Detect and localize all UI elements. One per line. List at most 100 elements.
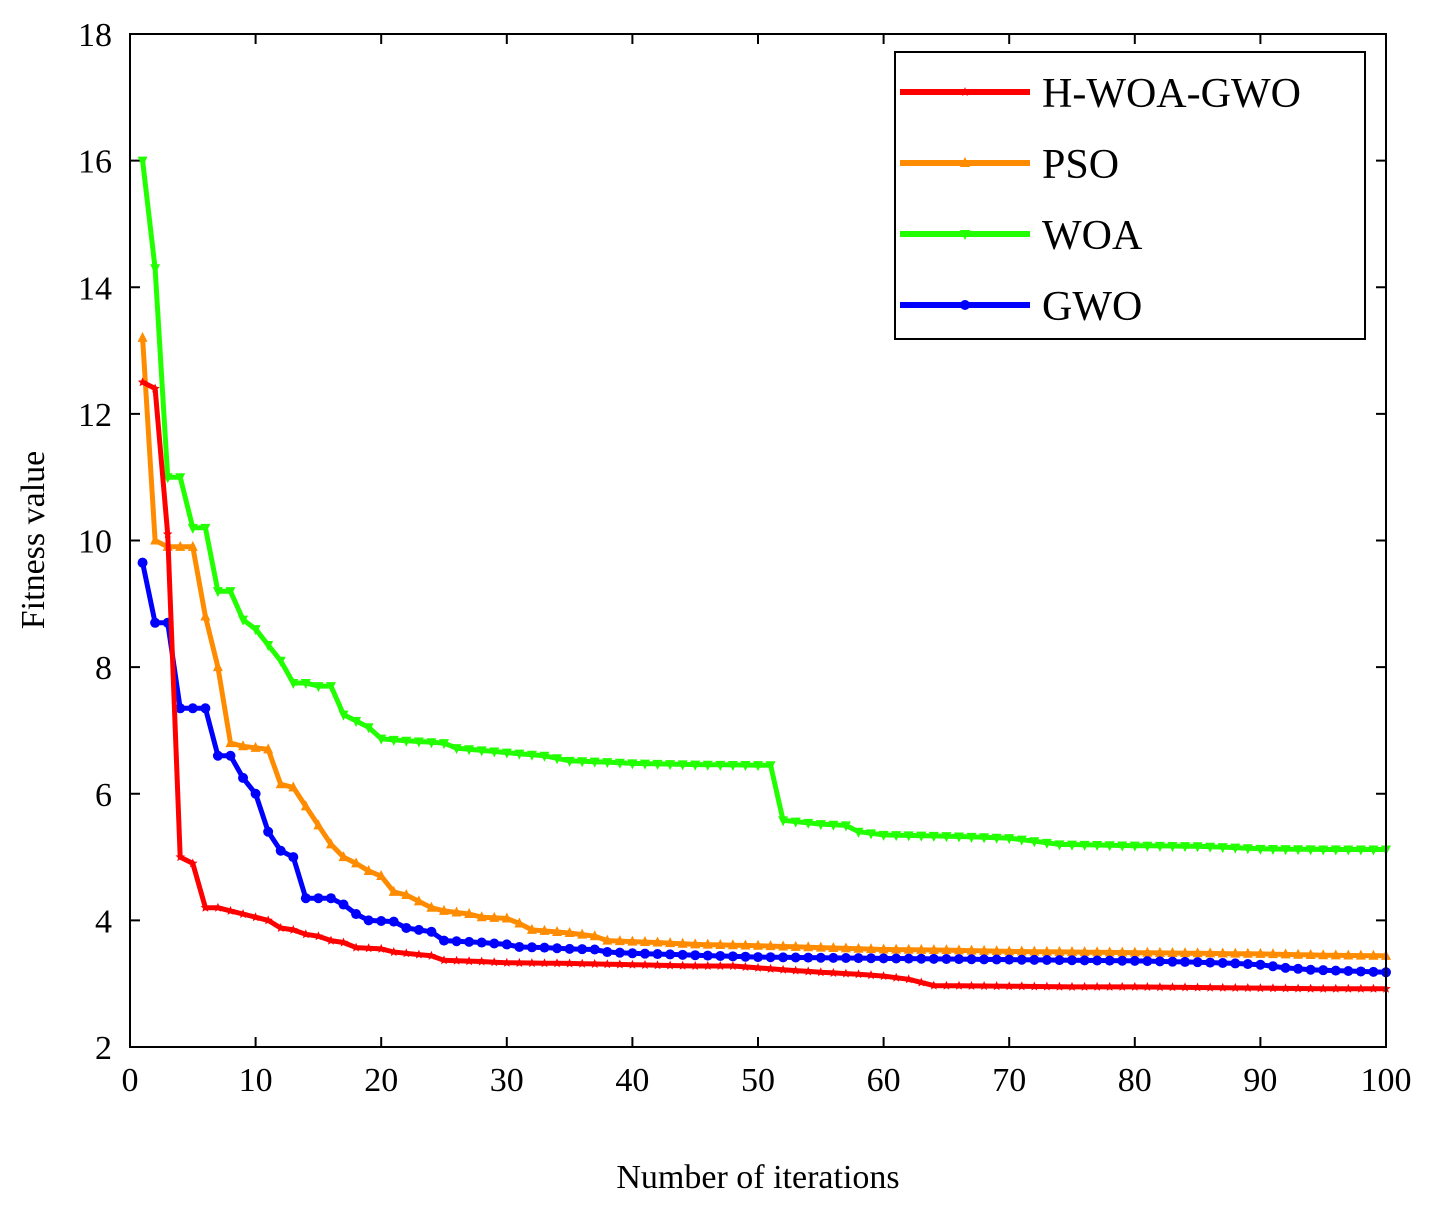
data-point: [627, 948, 638, 959]
data-point: [853, 942, 864, 953]
data-point: [1167, 956, 1178, 967]
data-point: [866, 829, 877, 840]
data-point: [250, 912, 261, 922]
data-point: [439, 935, 449, 946]
data-point: [727, 760, 738, 771]
data-point: [665, 960, 675, 970]
data-point: [778, 964, 788, 974]
data-point: [1293, 963, 1304, 974]
data-point: [916, 943, 927, 954]
data-point: [200, 703, 211, 714]
data-point: [1305, 948, 1316, 959]
data-point: [966, 954, 977, 965]
data-point: [891, 953, 902, 964]
data-point: [363, 864, 374, 875]
data-point: [765, 940, 776, 951]
data-point: [376, 916, 387, 927]
data-point: [577, 944, 588, 955]
data-point: [1242, 959, 1253, 970]
data-point: [979, 981, 989, 991]
data-point: [1167, 982, 1178, 992]
data-point: [991, 981, 1002, 991]
data-point: [589, 930, 600, 941]
data-point: [351, 909, 362, 920]
data-point: [1343, 966, 1354, 977]
data-point: [702, 938, 713, 949]
y-tick-label: 2: [95, 1030, 112, 1067]
data-point: [1368, 949, 1379, 960]
data-point: [514, 917, 525, 928]
data-point: [351, 942, 361, 952]
data-point: [590, 958, 600, 968]
data-point: [1218, 982, 1228, 992]
data-point: [1104, 841, 1115, 852]
data-point: [489, 938, 500, 949]
data-point: [966, 832, 977, 843]
data-point: [502, 957, 512, 967]
data-point: [840, 952, 851, 963]
data-point: [1004, 834, 1015, 845]
legend-label: H-WOA-GWO: [1042, 71, 1301, 117]
data-point: [941, 944, 952, 955]
data-point: [639, 936, 650, 947]
data-point: [1180, 842, 1191, 853]
data-point: [501, 912, 512, 923]
data-point: [1343, 949, 1354, 960]
data-point: [1067, 840, 1077, 851]
data-point: [1280, 845, 1291, 856]
data-point: [527, 958, 537, 968]
data-point: [840, 942, 851, 953]
data-point: [238, 909, 248, 919]
data-point: [514, 957, 525, 967]
data-point: [1343, 845, 1354, 856]
data-point: [301, 929, 311, 939]
data-point: [665, 760, 676, 771]
data-point: [250, 741, 261, 752]
data-point: [414, 949, 424, 959]
data-point: [1041, 945, 1052, 956]
data-point: [602, 934, 613, 945]
data-point: [413, 737, 424, 748]
data-point: [413, 895, 424, 906]
data-point: [1305, 845, 1316, 856]
data-point: [602, 947, 613, 958]
data-point: [1180, 947, 1191, 958]
data-point: [929, 980, 939, 990]
data-point: [213, 902, 223, 912]
y-tick-label: 4: [95, 903, 112, 940]
data-point: [376, 943, 386, 953]
data-point: [1117, 841, 1128, 852]
data-point: [1142, 956, 1153, 967]
data-point: [815, 952, 826, 963]
data-point: [614, 758, 625, 769]
data-point: [815, 820, 826, 831]
data-point: [564, 756, 575, 767]
data-point: [715, 938, 726, 949]
data-point: [238, 615, 249, 626]
data-point: [552, 958, 562, 968]
data-point: [778, 952, 789, 963]
data-point: [539, 924, 550, 935]
data-point: [1243, 983, 1253, 992]
data-point: [1355, 949, 1366, 960]
data-point: [1079, 840, 1090, 851]
data-point: [1016, 945, 1027, 956]
legend-box: [894, 51, 1366, 340]
data-point: [878, 971, 889, 981]
data-point: [1029, 981, 1040, 991]
data-point: [388, 916, 399, 927]
data-point: [401, 889, 412, 900]
data-point: [388, 885, 399, 896]
data-point: [790, 965, 801, 975]
data-point: [703, 961, 713, 970]
data-point: [740, 761, 751, 772]
x-tick-label: 10: [239, 1062, 273, 1099]
data-point: [740, 951, 751, 962]
data-point: [639, 759, 650, 770]
data-point: [464, 936, 475, 947]
data-point: [275, 778, 286, 789]
data-point: [300, 893, 311, 904]
data-point: [1192, 947, 1203, 958]
data-point: [162, 529, 173, 539]
